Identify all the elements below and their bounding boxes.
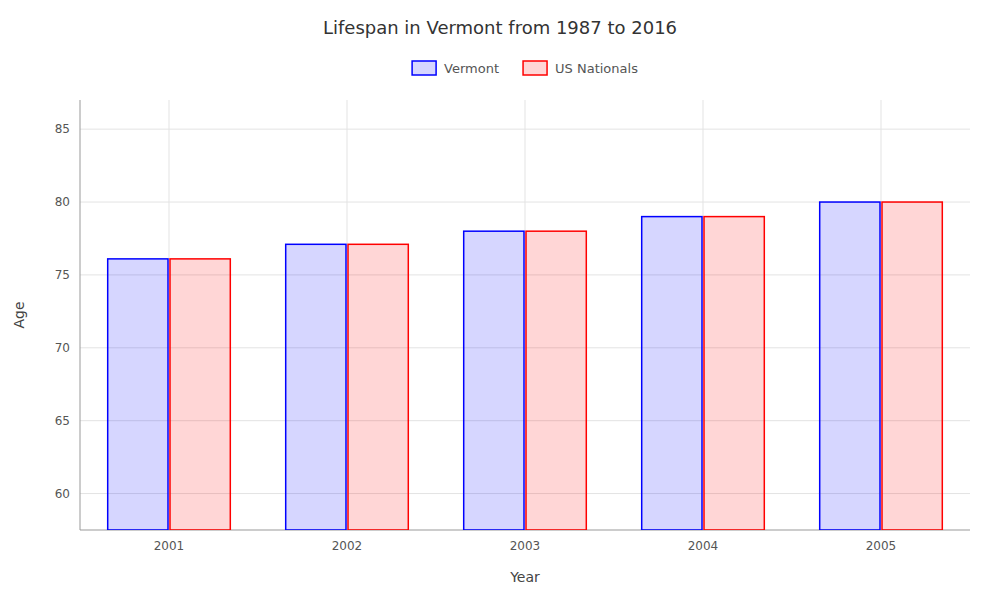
y-tick-label: 65 <box>55 414 70 428</box>
x-tick-label: 2002 <box>332 539 363 553</box>
bar <box>882 202 942 530</box>
chart: 60 65 70 75 80 85 2001 2002 2003 2004 2005 Lifespan… <box>0 0 1000 600</box>
bar <box>170 259 230 530</box>
bar <box>464 231 524 530</box>
x-tick-label: 2004 <box>688 539 719 553</box>
y-axis-line <box>80 100 81 530</box>
legend-item: Vermont <box>412 61 499 76</box>
y-tick-label: 80 <box>55 195 70 209</box>
x-tick-label: 2005 <box>866 539 897 553</box>
legend-swatch <box>523 61 547 75</box>
bar <box>820 202 880 530</box>
legend-label: US Nationals <box>555 61 638 76</box>
title: Lifespan in Vermont from 1987 to 2016 <box>323 17 677 38</box>
legend-label: Vermont <box>444 61 499 76</box>
bar <box>286 244 346 530</box>
bar <box>348 244 408 530</box>
y-tick-label: 85 <box>55 122 70 136</box>
x-axis-label: Year <box>509 569 540 585</box>
bar <box>704 217 764 530</box>
axes: 60 65 70 75 80 85 2001 2002 2003 2004 2005 <box>55 100 970 553</box>
bar <box>526 231 586 530</box>
bar <box>642 217 702 530</box>
y-axis-label: Age <box>11 301 27 328</box>
bar <box>108 259 168 530</box>
bars <box>108 202 943 530</box>
grid <box>80 100 970 530</box>
legend-swatch <box>412 61 436 75</box>
legend-item: US Nationals <box>523 61 638 76</box>
x-tick-label: 2003 <box>510 539 541 553</box>
chart-container: 60 65 70 75 80 85 2001 2002 2003 2004 2005 Lifespan… <box>0 0 1000 600</box>
y-tick-label: 75 <box>55 268 70 282</box>
x-tick-label: 2001 <box>154 539 185 553</box>
legend: Vermont US Nationals <box>412 61 638 76</box>
y-tick-label: 70 <box>55 341 70 355</box>
y-tick-label: 60 <box>55 487 70 501</box>
